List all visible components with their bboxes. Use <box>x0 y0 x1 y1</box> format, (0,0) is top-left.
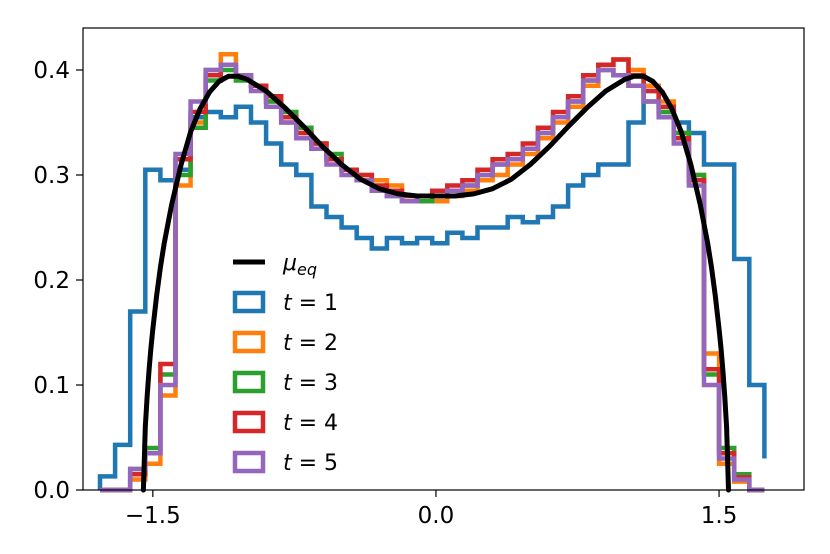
x-tick-label: 0.0 <box>418 503 455 529</box>
x-tick-label: −1.5 <box>125 503 181 529</box>
y-tick-label: 0.4 <box>33 58 70 84</box>
y-tick-label: 0.3 <box>33 163 70 189</box>
plot-frame <box>82 27 805 491</box>
histogram-outline-t2 <box>100 52 765 493</box>
legend-entry-mu-eq: μeq <box>233 251 317 279</box>
legend-swatch-box <box>232 410 266 434</box>
series-2 <box>100 52 765 493</box>
legend-entry-t4: t = 4 <box>232 410 338 436</box>
x-tick-label: 1.5 <box>701 503 738 529</box>
legend-label-mu-eq: μeq <box>282 251 317 279</box>
legend-label-t5: t = 5 <box>283 451 338 476</box>
legend-entry-t5: t = 5 <box>232 450 338 476</box>
histogram-series-layer <box>97 52 767 493</box>
legend-entry-t3: t = 3 <box>232 370 338 396</box>
series-1 <box>97 88 767 490</box>
histogram-outline-t1 <box>97 88 767 490</box>
legend-label-t4: t = 4 <box>283 411 338 436</box>
legend-entry-t1: t = 1 <box>232 290 338 316</box>
legend-swatch-box <box>232 370 266 394</box>
legend-swatch-box <box>232 290 266 314</box>
legend-swatch-box <box>232 450 266 474</box>
y-tick-label: 0.2 <box>33 268 70 294</box>
y-tick-label: 0.1 <box>33 373 70 399</box>
histogram-outline-t4 <box>100 57 765 493</box>
mu-eq-curve <box>140 73 731 493</box>
equilibrium-curve-layer <box>140 73 731 493</box>
series-4 <box>100 57 765 493</box>
series-3 <box>100 67 765 493</box>
legend-entry-t2: t = 2 <box>232 330 338 356</box>
axes: −1.5 0.0 1.5 0.0 0.1 0.2 0.3 0.4 <box>33 58 737 529</box>
legend-label-t1: t = 1 <box>283 291 338 316</box>
legend-label-t3: t = 3 <box>283 371 338 396</box>
legend: μeq t = 1 t = 2 t = 3 t = 4 t = 5 <box>232 251 338 476</box>
y-tick-label: 0.0 <box>33 478 70 504</box>
legend-label-t2: t = 2 <box>283 331 338 356</box>
legend-swatch-box <box>232 330 266 354</box>
histogram-outline-t3 <box>100 67 765 493</box>
